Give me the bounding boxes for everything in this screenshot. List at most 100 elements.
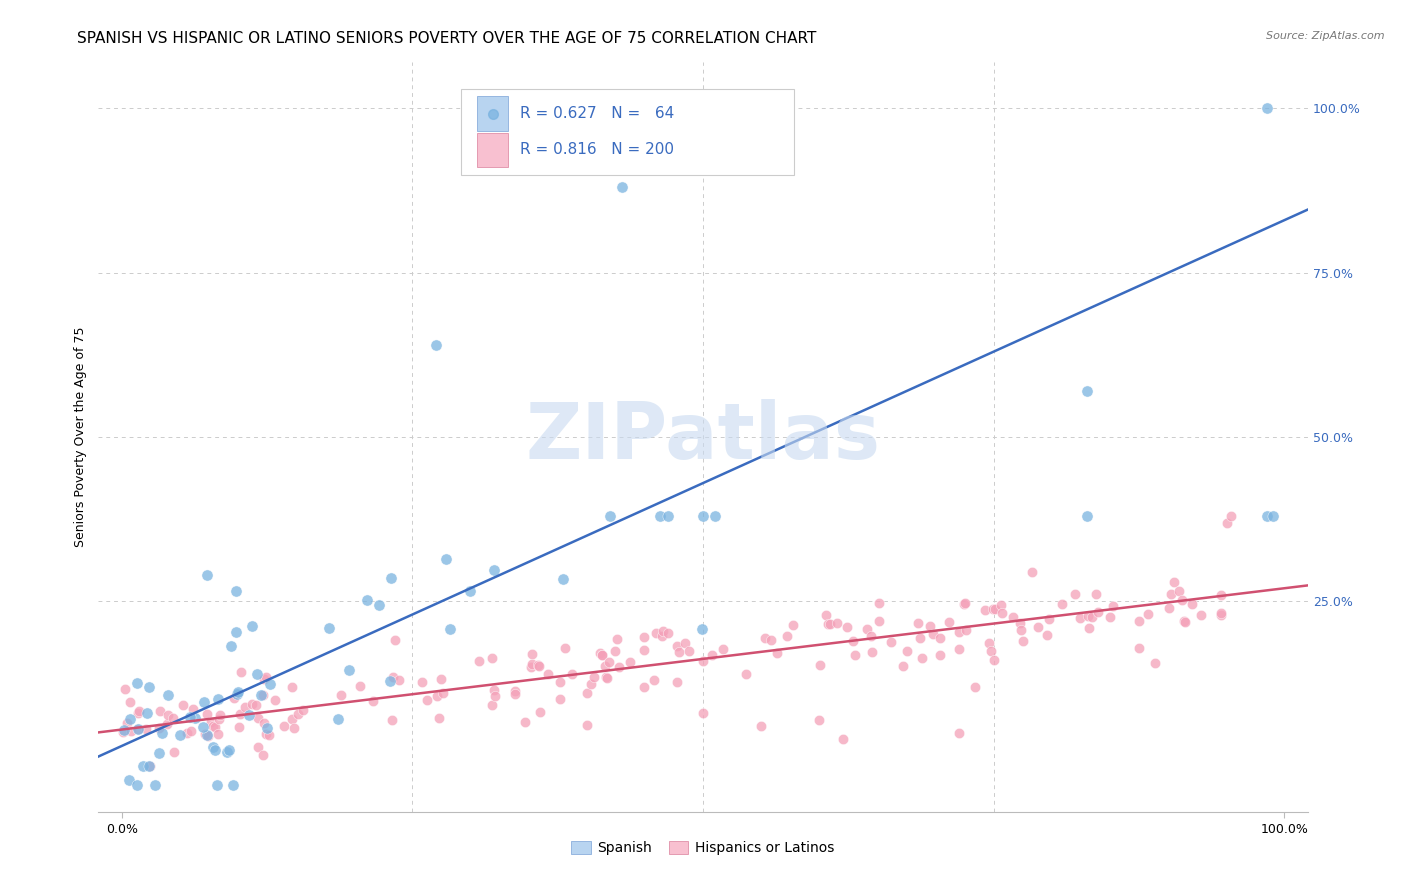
Point — [292, 703, 315, 717]
Point — [700, 648, 723, 662]
Point — [135, 706, 157, 720]
Point — [1157, 600, 1180, 615]
Point — [283, 721, 305, 735]
Point — [135, 722, 157, 736]
Point — [955, 623, 977, 637]
Point — [599, 508, 621, 523]
Text: Source: ZipAtlas.com: Source: ZipAtlas.com — [1267, 31, 1385, 41]
Point — [814, 607, 837, 622]
Point — [287, 706, 309, 721]
Point — [1035, 628, 1057, 642]
Point — [208, 712, 231, 726]
FancyBboxPatch shape — [477, 96, 509, 131]
Point — [948, 726, 970, 740]
Point — [193, 720, 215, 734]
Point — [1143, 656, 1166, 670]
Point — [281, 681, 304, 695]
Point — [974, 603, 997, 617]
Point — [117, 772, 139, 787]
Point — [591, 648, 613, 662]
Point — [1220, 508, 1243, 523]
Point — [553, 572, 575, 586]
Point — [439, 622, 461, 636]
Point — [1026, 620, 1049, 634]
Point — [529, 658, 551, 673]
Point — [831, 732, 853, 747]
Point — [537, 667, 560, 681]
Point — [138, 680, 160, 694]
Point — [1261, 508, 1284, 523]
Point — [200, 715, 222, 730]
Point — [1069, 610, 1091, 624]
Point — [1012, 634, 1035, 648]
Point — [1081, 609, 1104, 624]
Point — [426, 690, 449, 704]
Point — [983, 653, 1005, 667]
Point — [581, 676, 603, 690]
Point — [593, 659, 616, 673]
Point — [896, 643, 918, 657]
Point — [430, 672, 453, 686]
Point — [651, 629, 673, 643]
Point — [156, 716, 179, 731]
Point — [554, 641, 576, 656]
Point — [808, 657, 831, 672]
Point — [837, 620, 859, 634]
Point — [152, 726, 174, 740]
Point — [922, 627, 945, 641]
Point — [229, 707, 252, 722]
Point — [226, 685, 249, 699]
Point — [527, 658, 550, 673]
Point — [952, 598, 974, 612]
Point — [598, 655, 620, 669]
Point — [1077, 621, 1099, 635]
Point — [977, 635, 1000, 649]
Point — [381, 714, 404, 728]
Point — [330, 689, 353, 703]
Point — [754, 631, 776, 645]
Text: SPANISH VS HISPANIC OR LATINO SENIORS POVERTY OVER THE AGE OF 75 CORRELATION CHA: SPANISH VS HISPANIC OR LATINO SENIORS PO… — [77, 31, 817, 46]
Point — [115, 716, 138, 731]
Point — [356, 593, 378, 607]
Point — [918, 619, 941, 633]
Point — [378, 673, 401, 688]
Point — [254, 670, 277, 684]
Point — [981, 602, 1004, 616]
Point — [550, 674, 572, 689]
Point — [633, 643, 655, 657]
Point — [482, 563, 505, 577]
Point — [202, 719, 225, 733]
Point — [844, 648, 866, 662]
Point — [195, 728, 218, 742]
Point — [131, 759, 153, 773]
Point — [162, 711, 184, 725]
Point — [252, 689, 274, 703]
Point — [980, 644, 1002, 658]
Point — [1077, 608, 1099, 623]
Point — [128, 704, 150, 718]
Point — [596, 671, 619, 685]
Point — [349, 679, 371, 693]
Point — [673, 636, 696, 650]
Point — [948, 642, 970, 657]
Point — [245, 667, 267, 681]
Point — [367, 598, 389, 612]
Point — [633, 681, 655, 695]
Point — [157, 689, 180, 703]
Point — [337, 663, 360, 677]
Point — [644, 626, 666, 640]
Point — [252, 672, 274, 686]
Point — [229, 665, 252, 679]
Point — [256, 721, 278, 735]
Point — [247, 739, 270, 754]
Point — [169, 728, 191, 742]
Point — [240, 697, 263, 711]
Point — [576, 686, 599, 700]
Point — [127, 722, 149, 736]
Point — [776, 628, 799, 642]
Point — [204, 742, 226, 756]
Point — [1099, 609, 1122, 624]
Point — [652, 624, 675, 639]
Point — [633, 630, 655, 644]
Point — [172, 698, 194, 712]
